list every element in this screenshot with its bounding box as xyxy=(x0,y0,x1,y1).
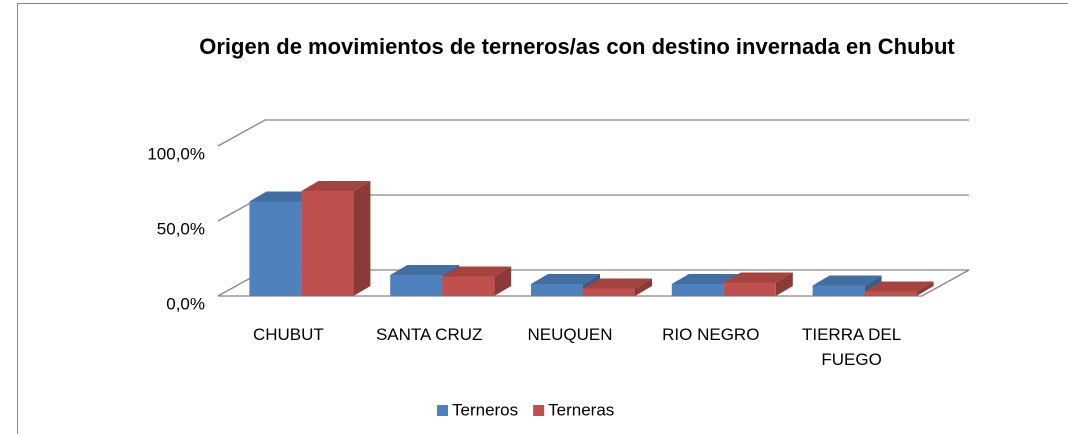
bar-top xyxy=(671,274,741,284)
legend-swatch xyxy=(533,405,545,416)
y-tick-label: 100,0% xyxy=(147,144,205,163)
grid-line xyxy=(217,119,969,147)
bar-side xyxy=(775,272,793,296)
bar xyxy=(249,201,302,296)
bar-top xyxy=(864,281,934,292)
chart-title: Origen de movimientos de terneros/as con… xyxy=(199,34,955,59)
bar-side xyxy=(494,266,512,296)
bar-top xyxy=(531,274,600,284)
x-tick-label: NEUQUEN xyxy=(527,325,613,344)
bar-top xyxy=(301,181,371,191)
legend-label: Terneros xyxy=(452,400,518,419)
bar xyxy=(671,284,724,296)
bar-top xyxy=(249,191,319,202)
bar xyxy=(301,191,354,296)
bar-top xyxy=(723,272,793,283)
bar xyxy=(864,291,917,296)
x-tick-label: RIO NEGRO xyxy=(662,325,760,344)
y-tick-label: 0,0% xyxy=(166,294,205,313)
bar xyxy=(812,285,865,296)
x-tick-label: CHUBUT xyxy=(252,325,324,344)
bar xyxy=(442,276,495,296)
bar-top xyxy=(812,275,882,286)
bar xyxy=(583,288,635,296)
y-tick-label: 50,0% xyxy=(157,219,205,238)
bar-top xyxy=(390,265,460,275)
bar-top xyxy=(442,266,512,277)
x-tick-label: SANTA CRUZ xyxy=(375,325,483,344)
legend-label: Terneras xyxy=(548,400,614,419)
bar-side xyxy=(353,181,371,296)
bar-side xyxy=(635,278,652,296)
bar-top xyxy=(583,278,652,289)
x-tick-label: TIERRA DEL FUEGO xyxy=(801,325,902,369)
bar xyxy=(723,282,776,296)
legend-swatch xyxy=(437,405,448,416)
chart-border xyxy=(17,3,1068,434)
bar xyxy=(531,284,583,296)
bar-side xyxy=(916,281,934,296)
bar xyxy=(390,275,443,296)
